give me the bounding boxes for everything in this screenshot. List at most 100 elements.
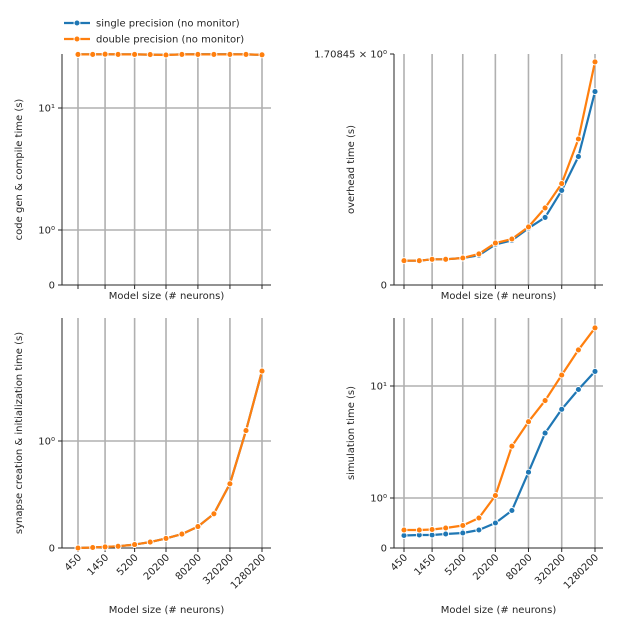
data-point (525, 418, 532, 426)
y-tick-label: 0 (381, 544, 387, 555)
x-tick-label: 1280200 (229, 552, 268, 591)
x-axis-label: Model size (# neurons) (109, 291, 225, 302)
x-tick-label: 80200 (174, 552, 204, 582)
data-point (541, 397, 549, 405)
data-point (491, 519, 499, 527)
data-point (131, 541, 139, 549)
x-tick-label: 20200 (471, 552, 501, 582)
data-point (525, 223, 532, 231)
y-tick-label: 1.70845 × 10⁰ (314, 50, 387, 61)
x-tick-label: 450 (389, 552, 410, 573)
legend-label-0: single precision (no monitor) (96, 19, 240, 30)
data-point (442, 524, 450, 532)
legend-label-1: double precision (no monitor) (96, 35, 244, 46)
data-point (491, 239, 499, 247)
y-tick-label: 0 (381, 281, 387, 292)
data-point (89, 50, 97, 58)
data-point (508, 507, 516, 514)
data-point (428, 526, 436, 533)
x-tick-label: 5200 (115, 552, 141, 578)
x-tick-label: 1450 (412, 552, 438, 578)
y-axis-label: simulation time (s) (346, 386, 357, 480)
data-point (591, 367, 599, 375)
data-point (258, 51, 266, 59)
y-tick-label: 10⁰ (38, 437, 55, 448)
x-tick-label: 80200 (504, 552, 534, 582)
y-tick-label: 10¹ (38, 104, 55, 115)
data-point (226, 480, 234, 488)
data-point (146, 51, 154, 59)
data-point (541, 204, 549, 212)
data-point (415, 526, 423, 534)
data-point (558, 186, 566, 194)
data-point (400, 526, 408, 534)
data-point (101, 50, 109, 58)
data-point (541, 429, 549, 437)
x-tick-label: 5200 (443, 552, 469, 578)
data-point (162, 51, 170, 59)
data-point (591, 88, 599, 96)
data-point (74, 544, 82, 552)
data-point (114, 50, 122, 58)
data-point (89, 544, 97, 551)
x-tick-label: 450 (63, 552, 84, 573)
data-point (258, 367, 266, 375)
y-tick-label: 0 (49, 544, 55, 555)
x-axis-label: Model size (# neurons) (441, 605, 557, 616)
data-point (114, 542, 122, 550)
data-point (508, 235, 516, 243)
x-axis-label: Model size (# neurons) (441, 291, 557, 302)
data-point (194, 50, 202, 58)
x-axis-label: Model size (# neurons) (109, 605, 225, 616)
data-point (574, 153, 582, 161)
data-point (591, 324, 599, 332)
data-point (194, 523, 202, 531)
data-point (459, 254, 467, 262)
data-point (242, 50, 250, 58)
x-tick-label: 1450 (85, 552, 111, 578)
data-point (541, 213, 549, 221)
data-point (146, 538, 154, 546)
y-axis-label: overhead time (s) (346, 125, 357, 214)
x-tick-label: 1280200 (562, 552, 601, 591)
legend-marker-1 (73, 35, 81, 43)
y-tick-label: 0 (49, 281, 55, 292)
data-point (74, 50, 82, 58)
data-point (574, 386, 582, 393)
y-tick-label: 10⁰ (38, 226, 55, 237)
data-point (491, 492, 499, 500)
x-tick-label: 20200 (142, 552, 172, 582)
data-point (210, 50, 218, 58)
data-point (574, 135, 582, 143)
legend-marker-0 (73, 19, 81, 27)
data-point (415, 257, 423, 265)
data-point (558, 371, 566, 379)
data-point (525, 468, 532, 476)
data-point (242, 427, 250, 435)
data-point (442, 530, 450, 538)
data-point (210, 510, 218, 518)
data-point (459, 529, 467, 537)
y-tick-label: 10¹ (370, 382, 387, 393)
data-point (442, 255, 450, 263)
data-point (574, 346, 582, 354)
y-tick-label: 10⁰ (370, 494, 387, 505)
data-point (428, 255, 436, 263)
data-point (101, 543, 109, 551)
data-point (591, 58, 599, 66)
data-point (459, 522, 467, 529)
data-point (226, 50, 234, 58)
data-point (475, 526, 483, 534)
y-axis-label: synapse creation & initialization time (… (14, 332, 25, 534)
data-point (475, 250, 483, 258)
y-axis-label: code gen & compile time (s) (14, 99, 25, 241)
data-point (558, 405, 566, 413)
data-point (475, 514, 483, 522)
data-point (558, 180, 566, 188)
data-point (162, 534, 170, 542)
data-point (178, 50, 186, 58)
data-point (131, 50, 139, 58)
data-point (508, 442, 516, 450)
